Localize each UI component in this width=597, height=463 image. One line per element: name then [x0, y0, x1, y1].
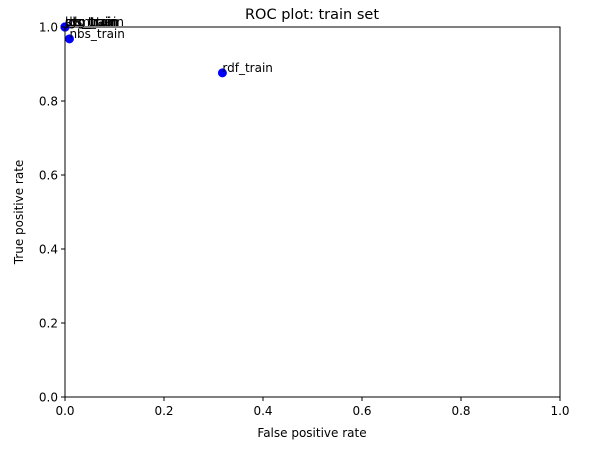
x-tick-label: 0.8	[451, 404, 470, 418]
x-axis-label: False positive rate	[257, 426, 366, 440]
y-tick-label: 0.4	[39, 243, 58, 257]
data-point	[64, 34, 74, 44]
y-tick-label: 0.8	[39, 95, 58, 109]
data-point-label: prc_train	[65, 15, 118, 29]
x-tick-label: 1.0	[550, 404, 569, 418]
x-tick-label: 0.2	[154, 404, 173, 418]
chart-title: ROC plot: train set	[245, 7, 379, 23]
x-tick-label: 0.0	[55, 404, 74, 418]
x-axis-ticks: 0.0 0.2 0.4 0.6 0.8 1.0	[55, 397, 570, 418]
point-labels: rdf_train nbs_trainprc_trainsvm_trainlgs_…	[65, 15, 273, 75]
data-point	[217, 68, 227, 78]
data-point-label: nbs_train	[69, 27, 124, 41]
data-point-label: rdf_train	[222, 61, 273, 75]
data-point-label: svm_train	[65, 15, 124, 29]
y-tick-label: 0.0	[39, 391, 58, 405]
plot-area-frame	[64, 26, 561, 398]
data-point-label: dtc_train	[65, 15, 118, 29]
y-tick-label: 0.2	[39, 317, 58, 331]
x-tick-label: 0.4	[253, 404, 272, 418]
x-tick-label: 0.6	[352, 404, 371, 418]
y-axis-ticks: 0.0 0.2 0.4 0.6 0.8 1.0	[39, 21, 65, 405]
data-point-label: ols_train	[65, 15, 116, 29]
data-point-label: rdg_train	[65, 15, 119, 29]
y-tick-label: 1.0	[39, 21, 58, 35]
y-axis-label: True positive rate	[12, 160, 26, 266]
y-tick-label: 0.6	[39, 169, 58, 183]
data-point-label: lgs_train	[65, 15, 116, 29]
